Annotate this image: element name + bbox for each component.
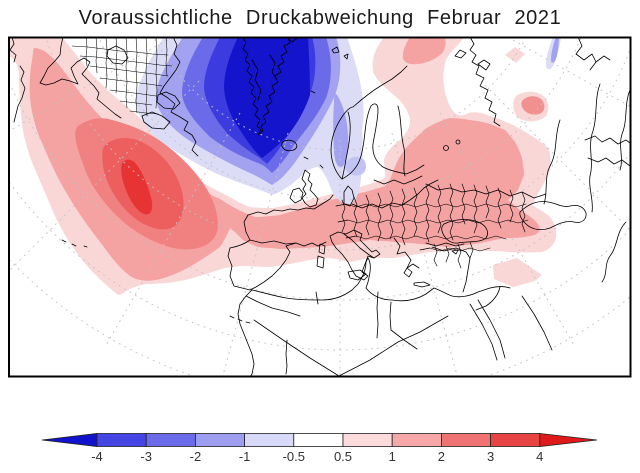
svg-text:Voraussichtliche Druckabweichu: Voraussichtliche Druckabweichung Februar…	[79, 7, 562, 29]
svg-text:2: 2	[438, 449, 445, 464]
svg-text:-4: -4	[91, 449, 103, 464]
svg-text:-1: -1	[239, 449, 251, 464]
svg-text:-3: -3	[140, 449, 152, 464]
svg-text:1: 1	[389, 449, 396, 464]
svg-text:3: 3	[487, 449, 494, 464]
svg-text:4: 4	[536, 449, 543, 464]
svg-text:-2: -2	[190, 449, 202, 464]
svg-text:0.5: 0.5	[334, 449, 352, 464]
svg-text:-0.5: -0.5	[283, 449, 305, 464]
